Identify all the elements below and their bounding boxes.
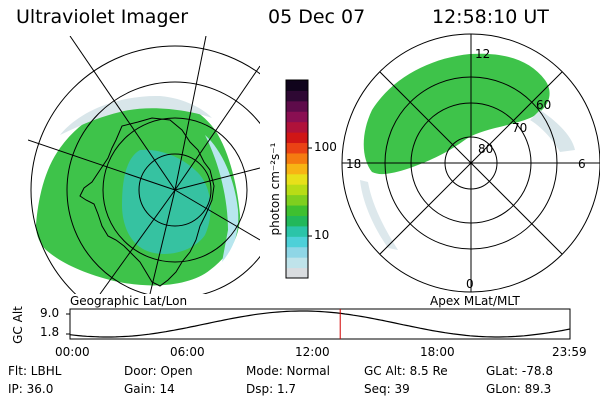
glon-status: GLon: 89.3	[486, 382, 552, 396]
apex-label-left: 18	[346, 157, 362, 171]
colorbar-segment	[286, 257, 308, 269]
colorbar-segment	[286, 90, 308, 102]
colorbar-ticks	[308, 147, 312, 237]
gain-status: Gain: 14	[124, 382, 175, 396]
colorbar-segment	[286, 236, 308, 248]
altitude-curve	[69, 310, 571, 338]
apex-aurora-region	[363, 53, 550, 175]
colorbar-segment	[286, 100, 308, 112]
mode-status: Mode: Normal	[246, 364, 330, 378]
altitude-ticks	[66, 313, 70, 335]
colorbar-segment	[286, 267, 308, 279]
geo-aurora-edge-top	[60, 95, 212, 135]
colorbar-segment	[286, 121, 308, 133]
antarctica-outline	[79, 117, 215, 287]
gc-alt-status: GC Alt: 8.5 Re	[364, 364, 448, 378]
apex-ring-label-80: 80	[478, 142, 494, 156]
x-tick-1800: 18:00	[420, 345, 455, 359]
apex-ring-label-70: 70	[512, 121, 528, 135]
date-label: 05 Dec 07	[268, 6, 366, 28]
colorbar-segment	[286, 215, 308, 227]
ip-status: IP: 36.0	[8, 382, 54, 396]
colorbar-segment	[286, 173, 308, 185]
dsp-status: Dsp: 1.7	[246, 382, 297, 396]
altitude-y-top: 9.0	[40, 306, 60, 320]
colorbar-tick-10: 10	[314, 228, 330, 242]
colorbar-tick-100: 100	[314, 140, 337, 154]
x-tick-2359: 23:59	[552, 345, 587, 359]
colorbar-segment	[286, 111, 308, 123]
x-tick-1200: 12:00	[295, 345, 330, 359]
apex-label-bottom: 0	[466, 277, 474, 291]
geo-aurora-edge	[205, 135, 239, 262]
altitude-y-bottom: 1.8	[40, 325, 60, 339]
door-status: Door: Open	[124, 364, 193, 378]
geographic-caption: Geographic Lat/Lon	[70, 294, 188, 308]
apex-caption: Apex MLat/MLT	[430, 294, 520, 308]
time-label: 12:58:10 UT	[432, 6, 549, 28]
colorbar-segment	[286, 80, 308, 91]
colorbar-segment	[286, 205, 308, 216]
instrument-title: Ultraviolet Imager	[16, 6, 189, 28]
apex-label-right: 6	[578, 157, 586, 171]
colorbar-segment	[286, 142, 308, 154]
colorbar-segment	[286, 225, 308, 237]
apex-label-top: 12	[475, 47, 491, 61]
colorbar-segment	[286, 163, 308, 175]
colorbar-segment	[286, 184, 308, 196]
colorbar-segment	[286, 152, 308, 164]
colorbar-frame	[285, 79, 309, 279]
apex-ring-label-60: 60	[536, 98, 552, 112]
colorbar-segment	[286, 246, 308, 258]
apex-aurora-faint-left	[360, 180, 398, 250]
filter-status: Flt: LBHL	[8, 364, 62, 378]
seq-status: Seq: 39	[364, 382, 410, 396]
x-tick-0600: 06:00	[170, 345, 205, 359]
colorbar-segment	[286, 132, 308, 144]
apex-grid-lines	[342, 34, 600, 292]
x-tick-0000: 00:00	[55, 345, 90, 359]
altitude-frame	[69, 308, 571, 340]
colorbar-segment	[286, 194, 308, 206]
glat-status: GLat: -78.8	[486, 364, 553, 378]
apex-aurora-faint	[530, 110, 575, 152]
colorbar	[286, 80, 308, 279]
